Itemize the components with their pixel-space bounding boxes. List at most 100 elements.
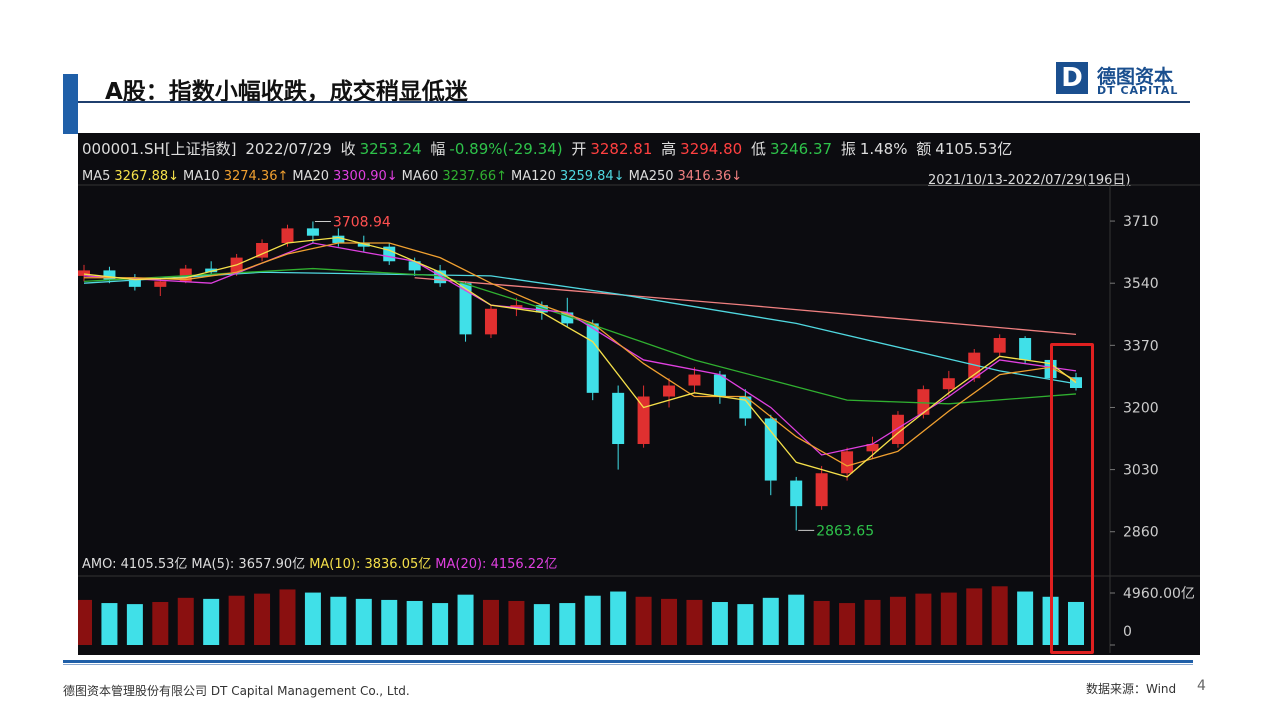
candle-body (917, 389, 930, 415)
y-tick-label: 4960.00亿 (1123, 586, 1195, 602)
info-value: -0.89%(-29.34) (449, 140, 563, 158)
volume-label: AMO: 4105.53亿 (82, 557, 188, 572)
info-label: 高 (661, 140, 677, 158)
volume-bar (355, 598, 372, 645)
volume-bar (1068, 601, 1084, 645)
candle-body (688, 374, 701, 386)
volume-bar (152, 602, 169, 645)
volume-bar (864, 599, 881, 645)
volume-bar (304, 592, 321, 645)
info-label: 2022/07/29 (245, 140, 332, 158)
info-label: 额 (916, 140, 932, 158)
volume-bar (711, 602, 728, 645)
slide-title: A股：指数小幅收跌，成交稍显低迷 (105, 79, 468, 105)
volume-bar (508, 600, 525, 645)
info-value: 3282.81 (590, 140, 653, 158)
ma-value: 3300.90↓ (333, 169, 398, 184)
candle-body (866, 444, 879, 452)
candle-body (205, 268, 218, 273)
logo-en: DT CAPITAL (1097, 84, 1179, 97)
candle-body (993, 338, 1006, 353)
volume-bar (330, 596, 347, 645)
ma-label: MA60 (401, 169, 439, 184)
volume-bar (915, 593, 932, 645)
candle-body (764, 418, 777, 481)
ma-bar: MA5 3267.88↓ MA10 3274.36↑ MA20 3300.90↓ MA60 3… (82, 169, 746, 184)
y-tick-label: 3710 (1123, 214, 1159, 230)
title-rule (78, 101, 1190, 103)
info-label: 000001.SH[上证指数] (82, 140, 237, 158)
volume-bar (661, 598, 678, 645)
info-label: 幅 (430, 140, 446, 158)
volume-bar: AMO: 4105.53亿 MA(5): 3657.90亿 MA(10): 3836… (82, 553, 561, 572)
logo-cn: 德图资本 (1097, 66, 1174, 88)
volume-bar (432, 603, 449, 645)
volume-bar (940, 592, 957, 645)
candle-body (713, 374, 726, 397)
volume-bar (1017, 591, 1034, 645)
candle-body (332, 235, 345, 243)
volume-bar (381, 599, 398, 645)
volume-bar (813, 600, 830, 645)
volume-bar (406, 600, 423, 645)
volume-bar (991, 586, 1008, 645)
info-label: 低 (750, 140, 766, 158)
volume-bar (966, 588, 983, 645)
footer-company: 德图资本管理股份有限公司 DT Capital Management Co., … (63, 684, 410, 698)
ma-label: MA5 (82, 169, 111, 184)
info-value: 3294.80 (680, 140, 743, 158)
volume-bar (254, 593, 271, 645)
info-label: 开 (571, 140, 587, 158)
ma-line (84, 242, 1077, 467)
candle-body (815, 473, 828, 507)
ma-line (83, 267, 1077, 405)
y-tick-label: 0 (1123, 624, 1132, 640)
footer-rule (63, 664, 1193, 665)
highlight-box (1050, 343, 1094, 654)
annotation-label: 3708.94 (333, 214, 391, 230)
volume-bar (279, 589, 296, 645)
logo-mark: D (1056, 62, 1088, 94)
volume-bar (228, 595, 245, 645)
ma-line (83, 236, 1077, 478)
ma-label: MA20 (292, 169, 330, 184)
candle-body (561, 312, 574, 324)
y-tick-label: 3540 (1123, 276, 1159, 292)
info-label: 振 (840, 140, 856, 158)
candle-body (790, 480, 803, 507)
info-value: 1.48% (859, 140, 908, 158)
range-label[interactable]: 2021/10/13-2022/07/29(196日) (928, 173, 1131, 188)
candle-body (78, 270, 90, 276)
volume-bar (737, 604, 754, 645)
candle-body (1019, 338, 1032, 360)
candle-body (408, 261, 421, 271)
volume-bar (788, 594, 805, 645)
chart-panel: 000001.SH[上证指数] 2022/07/29 收 3253.24 幅 -0.… (78, 133, 1200, 655)
candle-body (256, 242, 269, 258)
candle-body (586, 323, 599, 393)
volume-label: MA(10): 3836.05亿 (309, 557, 432, 572)
ma-value: 3267.88↓ (114, 169, 180, 184)
volume-bar (78, 599, 92, 645)
candle-body (281, 228, 294, 243)
volume-bar (126, 604, 143, 645)
ma-line (414, 277, 1077, 336)
candle-body (637, 396, 650, 445)
volume-bar (559, 603, 576, 645)
page-number: 4 (1197, 678, 1206, 694)
volume-bar (457, 594, 474, 645)
candle-body (357, 242, 370, 247)
volume-bar (610, 591, 627, 645)
volume-bar (635, 596, 652, 645)
y-tick-label: 3200 (1123, 400, 1159, 416)
ma-line (83, 242, 1077, 456)
candle-body (103, 270, 116, 280)
info-value: 4105.53亿 (935, 140, 1013, 158)
volume-bar (762, 597, 779, 645)
volume-bar (203, 598, 220, 645)
ma-value: 3259.84↓ (559, 169, 625, 184)
volume-bar (482, 599, 499, 645)
annotation-label: 2863.65 (816, 523, 874, 539)
ma-label: MA250 (628, 169, 674, 184)
